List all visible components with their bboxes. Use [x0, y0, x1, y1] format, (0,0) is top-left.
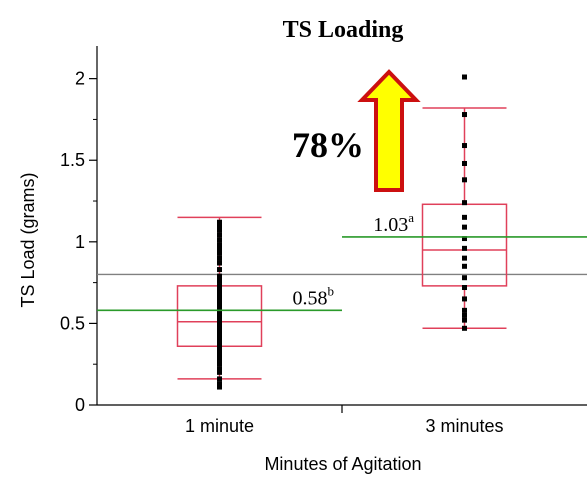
data-point: [462, 275, 467, 281]
data-point: [217, 286, 222, 292]
data-point: [217, 369, 222, 375]
data-point: [462, 160, 467, 166]
data-point: [217, 335, 222, 341]
data-point: [462, 255, 467, 261]
x-tick-label: 1 minute: [185, 416, 254, 436]
up-arrow-icon: [357, 69, 421, 192]
data-point: [217, 322, 222, 328]
y-tick-label: 1: [75, 232, 85, 252]
data-point: [217, 376, 222, 382]
data-point: [217, 250, 222, 256]
data-point: [462, 143, 467, 149]
data-point: [217, 255, 222, 261]
data-point: [217, 345, 222, 351]
data-point: [217, 267, 222, 273]
data-point: [462, 312, 467, 318]
data-point: [217, 237, 222, 243]
data-point: [217, 278, 222, 284]
data-point: [462, 245, 467, 251]
data-point: [217, 366, 222, 372]
data-point: [217, 381, 222, 387]
data-point: [217, 325, 222, 331]
data-point: [217, 358, 222, 364]
data-point: [217, 332, 222, 338]
data-point: [217, 342, 222, 348]
data-point: [217, 312, 222, 318]
y-tick-label: 1.5: [60, 150, 85, 170]
data-point: [217, 293, 222, 299]
data-point: [217, 319, 222, 325]
data-point: [462, 74, 467, 80]
y-axis-label: TS Load (grams): [18, 172, 38, 307]
data-point: [462, 296, 467, 302]
data-point: [217, 260, 222, 266]
y-tick-label: 0: [75, 395, 85, 415]
data-point: [462, 236, 467, 242]
data-point: [217, 351, 222, 357]
data-point: [217, 223, 222, 228]
data-point: [217, 384, 222, 390]
data-point: [217, 219, 222, 225]
data-point: [217, 242, 222, 248]
group-mean-label: 0.58b: [293, 283, 335, 309]
y-tick-label: 2: [75, 69, 85, 89]
data-point: [217, 273, 222, 279]
data-point: [217, 289, 222, 295]
data-point: [462, 112, 467, 118]
increase-callout: 78%: [292, 69, 421, 192]
data-point: [217, 227, 222, 233]
data-point: [217, 316, 222, 322]
data-point: [217, 232, 222, 238]
data-point: [462, 224, 467, 230]
data-point: [462, 307, 467, 313]
data-point: [217, 309, 222, 315]
data-point: [462, 285, 467, 291]
data-point: [217, 361, 222, 367]
y-tick-label: 0.5: [60, 313, 85, 333]
data-point: [217, 296, 222, 302]
plot-area: 0 0.5 1 1.5 2 1 minute 3 minutes 0.58b 1.03a: [60, 46, 587, 436]
group-mean-label: 1.03a: [373, 210, 414, 236]
data-point: [217, 306, 222, 312]
data-point: [217, 247, 222, 253]
data-point: [217, 329, 222, 335]
chart-title: TS Loading: [283, 17, 404, 43]
data-point: [217, 348, 222, 354]
data-point: [462, 214, 467, 220]
data-point: [217, 355, 222, 361]
data-point: [217, 338, 222, 344]
data-point: [217, 299, 222, 305]
data-point: [462, 200, 467, 206]
data-point: [462, 317, 467, 323]
data-point: [462, 325, 467, 331]
data-point: [462, 263, 467, 269]
x-axis-label: Minutes of Agitation: [264, 454, 421, 474]
increase-percent-label: 78%: [292, 125, 364, 165]
x-tick-label: 3 minutes: [425, 416, 503, 436]
data-point: [217, 283, 222, 289]
data-point: [217, 302, 222, 308]
data-point: [462, 177, 467, 183]
